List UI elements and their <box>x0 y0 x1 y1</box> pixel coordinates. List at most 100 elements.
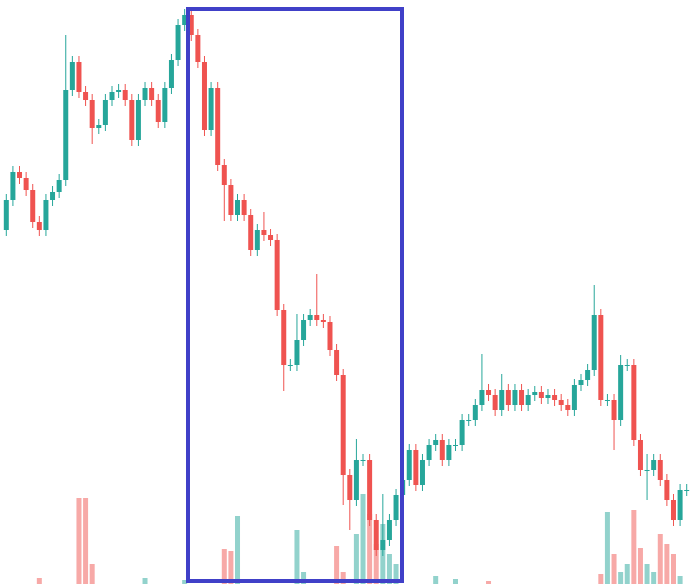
volume-bar <box>637 548 643 584</box>
candle-body <box>69 62 75 90</box>
candle-body <box>472 405 478 420</box>
candle-body <box>499 390 505 410</box>
candle-body <box>261 230 267 235</box>
candle-body <box>446 445 452 460</box>
candle-body <box>307 315 313 320</box>
volume-bar <box>360 494 366 584</box>
candle-body <box>96 125 102 128</box>
candle-body <box>598 315 604 400</box>
volume-bar <box>340 572 346 584</box>
volume-bar <box>142 578 148 584</box>
candle-body <box>439 440 445 460</box>
candle-body <box>459 420 465 445</box>
candle-body <box>287 365 293 366</box>
candle-body <box>162 88 168 122</box>
volume-bar <box>36 578 42 584</box>
candle-body <box>604 400 610 401</box>
candle-body <box>532 392 538 395</box>
candle-body <box>116 90 122 92</box>
candle-body <box>50 192 56 200</box>
volume-bar <box>353 534 359 584</box>
candle-body <box>413 450 419 485</box>
candle-body <box>23 178 29 190</box>
candle-body <box>228 185 234 215</box>
candle-body <box>644 470 650 471</box>
candle-body <box>327 322 333 350</box>
candle-body <box>677 490 683 520</box>
candle-body <box>281 310 287 365</box>
candle-body <box>380 540 386 550</box>
candle-body <box>142 88 148 100</box>
volume-bar <box>598 574 604 584</box>
candle-body <box>433 440 439 445</box>
candle-body <box>175 25 181 60</box>
candle-body <box>353 460 359 500</box>
candle-body <box>360 460 366 461</box>
volume-bar <box>644 564 650 584</box>
candle-body <box>43 200 49 230</box>
volume-bar <box>604 512 610 584</box>
candle-body <box>168 60 174 88</box>
candle-body <box>215 88 221 165</box>
volume-bar <box>301 572 307 584</box>
candle-body <box>83 92 89 100</box>
candle-body <box>631 365 637 440</box>
volume-bar <box>76 498 82 584</box>
volume-bar <box>235 516 241 584</box>
volume-bar <box>294 530 300 584</box>
candle-body <box>155 100 161 122</box>
candle-body <box>585 370 591 380</box>
candle-body <box>419 460 425 485</box>
candle-body <box>591 315 597 370</box>
candle-body <box>512 390 518 405</box>
candle-body <box>129 100 135 140</box>
candle-body <box>466 420 472 421</box>
candle-body <box>386 520 392 540</box>
candle-body <box>135 100 141 140</box>
volume-bar <box>373 544 379 584</box>
volume-bar <box>334 546 340 584</box>
volume-bar <box>393 564 399 584</box>
volume-bar <box>677 576 683 584</box>
volume-bar <box>89 564 95 584</box>
candle-body <box>525 395 531 405</box>
candle-body <box>624 365 630 366</box>
candle-body <box>571 385 577 410</box>
candle-body <box>565 405 571 410</box>
candle-body <box>479 390 485 405</box>
volume-bar <box>611 554 617 584</box>
volume-bar <box>664 544 670 584</box>
candle-body <box>30 190 36 222</box>
candle-body <box>651 460 657 470</box>
candle-body <box>426 445 432 460</box>
candle-body <box>248 215 254 250</box>
candle-body <box>538 392 544 398</box>
candle-body <box>102 100 108 125</box>
volume-bar <box>618 572 624 584</box>
candle-body <box>268 235 274 240</box>
candle-body <box>552 395 558 400</box>
candle-body <box>406 450 412 480</box>
candle-body <box>221 165 227 185</box>
volume-bar <box>182 580 188 584</box>
candle-body <box>393 495 399 520</box>
candle-body <box>558 400 564 405</box>
volume-bar <box>657 534 663 584</box>
volume-layer <box>36 494 683 584</box>
volume-bar <box>433 576 439 584</box>
candle-body <box>684 490 690 491</box>
candle-body <box>670 500 676 520</box>
candle-body <box>76 62 82 92</box>
volume-bar <box>452 579 458 584</box>
candle-body <box>149 88 155 100</box>
candle-body <box>3 200 9 230</box>
highlight-box <box>186 7 404 583</box>
candle-body <box>657 460 663 480</box>
candle-body <box>56 180 62 192</box>
candle-body <box>17 172 23 178</box>
volume-bar <box>83 498 89 584</box>
candle-body <box>274 240 280 310</box>
candle-body <box>505 390 511 405</box>
candle-body <box>301 320 307 340</box>
